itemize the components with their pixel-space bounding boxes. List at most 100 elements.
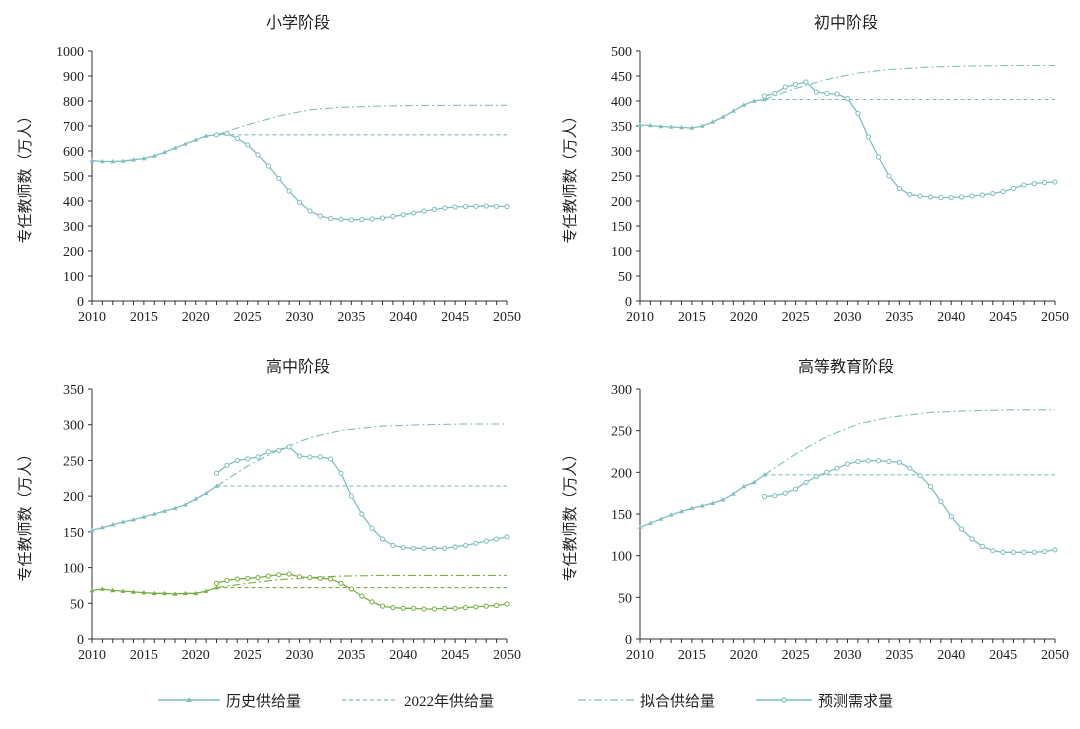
data-point-demand	[286, 444, 292, 450]
data-point-demand	[338, 580, 344, 586]
data-point-demand	[379, 536, 386, 542]
y-tick-label: 800	[63, 95, 84, 110]
data-point-history	[710, 119, 715, 124]
data-point-demand	[473, 604, 479, 610]
x-tick-label: 2025	[782, 648, 810, 663]
data-point-history	[203, 490, 209, 496]
data-point-demand	[411, 545, 417, 551]
data-point-demand	[886, 458, 892, 465]
legend-marker-history	[186, 697, 192, 702]
data-point-demand	[390, 213, 396, 220]
data-point-history	[679, 124, 684, 130]
y-tick-label: 250	[611, 425, 632, 440]
data-point-history	[648, 122, 653, 128]
data-point-demand	[772, 493, 778, 499]
data-point-demand	[213, 580, 220, 586]
data-point-demand	[462, 203, 469, 210]
data-point-history	[658, 123, 664, 129]
data-point-history	[679, 508, 684, 514]
data-point-demand	[265, 163, 271, 169]
data-point-history	[151, 511, 157, 516]
y-tick-label: 250	[63, 454, 84, 469]
data-point-demand	[1052, 179, 1058, 185]
x-tick-label: 2050	[1041, 310, 1069, 325]
data-point-demand	[431, 545, 437, 551]
data-point-demand	[504, 601, 510, 607]
data-point-demand	[348, 586, 354, 592]
data-point-demand	[896, 459, 903, 465]
legend-item-history: 历史供给量	[158, 692, 301, 710]
data-point-history	[89, 587, 95, 593]
data-point-history	[151, 590, 157, 596]
data-point-history	[141, 155, 147, 161]
data-point-demand	[296, 574, 303, 580]
data-point-demand	[834, 465, 840, 471]
data-point-demand	[255, 152, 261, 158]
chart-title: 初中阶段	[814, 13, 878, 32]
data-point-demand	[442, 605, 448, 611]
legend-item-2022-supply: 2022年供给量	[342, 692, 494, 710]
data-point-demand	[1010, 549, 1017, 555]
x-tick-label: 2030	[834, 648, 862, 663]
data-point-demand	[234, 457, 240, 463]
x-tick-label: 2015	[678, 648, 706, 663]
data-point-history	[731, 108, 736, 113]
x-tick-label: 2015	[678, 310, 706, 325]
data-point-demand	[959, 526, 965, 532]
data-point-history	[141, 590, 147, 595]
data-point-demand	[813, 89, 820, 95]
y-tick-label: 50	[70, 597, 84, 612]
data-point-demand	[1021, 182, 1027, 188]
data-point-demand	[927, 483, 934, 490]
data-point-demand	[213, 470, 220, 476]
series-line-fit	[216, 423, 507, 487]
data-point-demand	[504, 534, 510, 540]
data-point-history	[89, 157, 95, 163]
data-point-history	[720, 114, 726, 119]
data-point-demand	[431, 206, 437, 213]
x-tick-label: 2045	[441, 310, 469, 325]
y-tick-label: 150	[611, 220, 632, 235]
data-point-demand	[959, 194, 965, 200]
y-tick-label: 0	[625, 633, 632, 648]
y-tick-label: 200	[63, 490, 84, 505]
legend-item-demand: 预测需求量	[756, 692, 893, 710]
data-point-demand	[969, 193, 975, 199]
plot-area-primary: 0 100 200 300 400 500 600 700 800 900 1000 2010 2015…	[56, 45, 521, 325]
data-point-history	[741, 483, 747, 489]
data-point-history	[131, 517, 136, 522]
plot-area-senior: 0 50 100 150 200 250 300 350 2010 2015 2020 2025 203…	[63, 383, 521, 663]
legend-label-demand: 预测需求量	[818, 692, 893, 710]
data-point-history	[193, 590, 199, 596]
data-point-demand	[473, 203, 479, 209]
data-point-demand	[286, 571, 292, 577]
data-point-demand	[907, 191, 913, 198]
data-point-history	[110, 522, 116, 527]
y-tick-label: 300	[611, 383, 632, 398]
data-point-history	[689, 505, 695, 510]
y-tick-label: 0	[625, 295, 632, 310]
x-tick-label: 2030	[286, 648, 314, 663]
data-point-demand	[990, 190, 996, 197]
legend-label-fit: 拟合供给量	[640, 692, 715, 710]
data-point-history	[172, 505, 178, 511]
data-point-demand	[276, 447, 282, 453]
x-tick-label: 2040	[937, 310, 965, 325]
data-point-demand	[938, 498, 944, 505]
data-point-history	[162, 590, 167, 596]
data-point-history	[100, 158, 105, 164]
data-point-demand	[442, 205, 448, 211]
x-tick-label: 2030	[286, 310, 314, 325]
data-point-demand	[452, 605, 458, 611]
x-tick-label: 2030	[834, 310, 862, 325]
y-axis-label: 专任教师数（万人）	[561, 108, 579, 243]
data-point-history	[120, 158, 126, 163]
data-point-demand	[1052, 547, 1058, 553]
x-tick-label: 2050	[1041, 648, 1069, 663]
legend-item-fit: 拟合供给量	[578, 692, 715, 710]
x-tick-label: 2035	[885, 648, 913, 663]
data-point-history	[658, 516, 664, 521]
data-point-demand	[400, 605, 406, 611]
legend: 历史供给量 2022年供给量 拟合供给量 预测需求量	[158, 692, 893, 710]
data-point-history	[162, 149, 167, 155]
